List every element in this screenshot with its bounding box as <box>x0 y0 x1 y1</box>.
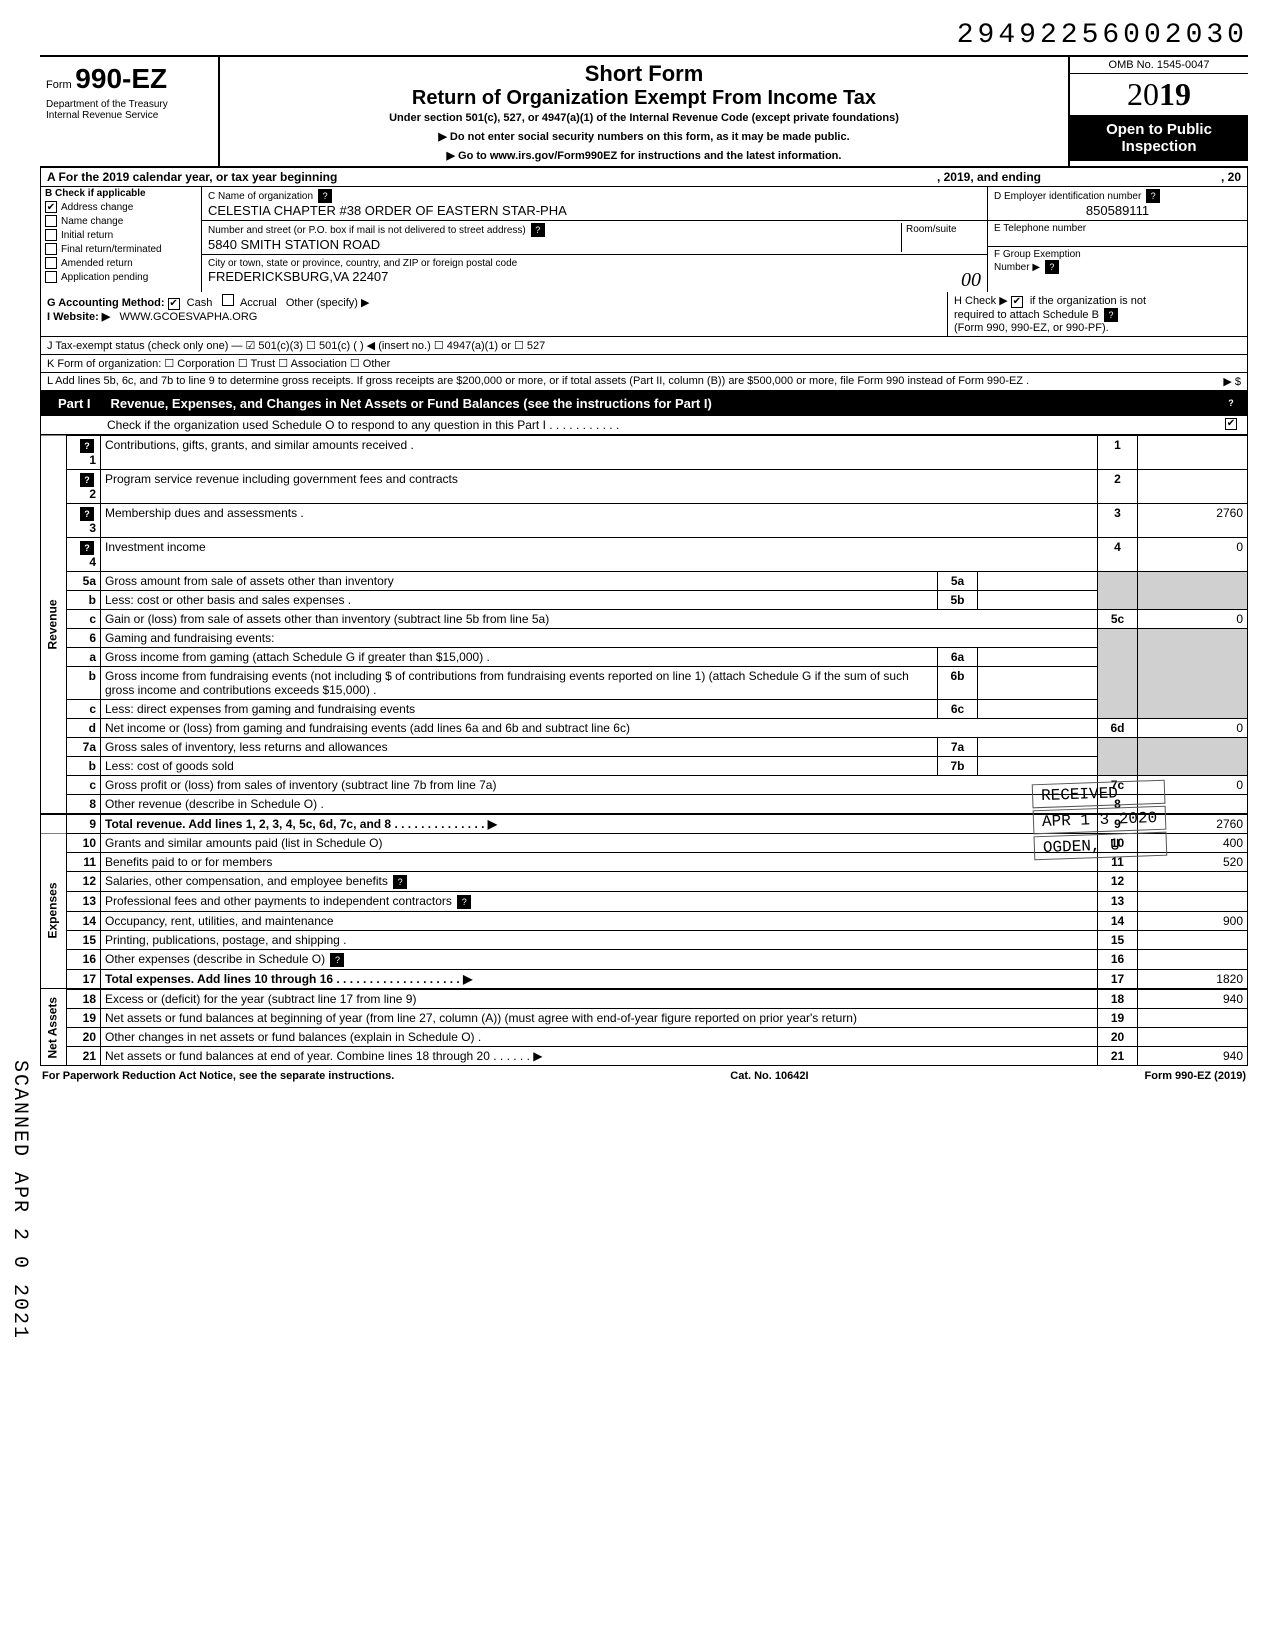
instr-goto: Go to www.irs.gov/Form990EZ for instruct… <box>228 149 1060 162</box>
col-c: C Name of organization ? CELESTIA CHAPTE… <box>201 187 987 292</box>
title-short-form: Short Form <box>228 61 1060 87</box>
row-g-i-h: G Accounting Method: ✔ Cash Accrual Othe… <box>40 292 1248 337</box>
scanned-stamp: SCANNED APR 2 0 2021 <box>8 1060 31 1340</box>
org-city: FREDERICKSBURG,VA 22407 <box>208 269 388 284</box>
footer-right: Form 990-EZ (2019) <box>1145 1070 1246 1082</box>
tax-year: 2019 <box>1070 74 1248 115</box>
chk-accrual[interactable] <box>222 294 234 306</box>
website-value: WWW.GCOESVAPHA.ORG <box>119 311 257 323</box>
chk-app-pending[interactable]: Application pending <box>41 270 201 284</box>
f-label: F Group Exemption <box>994 249 1081 260</box>
form-prefix: Form <box>46 79 72 91</box>
chk-initial-return[interactable]: Initial return <box>41 228 201 242</box>
c-name-label: C Name of organization <box>208 191 313 202</box>
chk-schedule-b[interactable]: ✔ <box>1011 296 1023 308</box>
instr-ssn: Do not enter social security numbers on … <box>228 130 1060 143</box>
org-name: CELESTIA CHAPTER #38 ORDER OF EASTERN ST… <box>208 203 567 218</box>
chk-schedule-o[interactable]: ✔ <box>1225 418 1237 430</box>
part1-header: Part I Revenue, Expenses, and Changes in… <box>40 391 1248 416</box>
part1-title: Revenue, Expenses, and Changes in Net As… <box>111 396 1222 411</box>
c-city-label: City or town, state or province, country… <box>208 258 517 269</box>
title-under: Under section 501(c), 527, or 4947(a)(1)… <box>228 112 1060 124</box>
form-number: 990-EZ <box>75 63 167 94</box>
help-icon[interactable]: ? <box>531 223 545 237</box>
part1-label: Part I <box>48 394 101 413</box>
chk-name-change[interactable]: Name change <box>41 214 201 228</box>
form-header: Form 990-EZ Department of the Treasury I… <box>40 55 1248 168</box>
help-icon[interactable]: ? <box>318 189 332 203</box>
section-bcde: B Check if applicable ✔Address change Na… <box>40 187 1248 292</box>
col-b: B Check if applicable ✔Address change Na… <box>41 187 201 292</box>
side-net-assets: Net Assets <box>41 989 67 1066</box>
help-icon[interactable]: ? <box>1104 308 1118 322</box>
open-to-public: Open to PublicInspection <box>1070 115 1248 161</box>
org-street: 5840 SMITH STATION ROAD <box>208 237 380 252</box>
row-k: K Form of organization: ☐ Corporation ☐ … <box>40 355 1248 373</box>
dln-code: 29492256002030 <box>40 20 1248 51</box>
lines-table: Revenue ? 1 Contributions, gifts, grants… <box>40 435 1248 1066</box>
help-icon[interactable]: ? <box>1146 189 1160 203</box>
col-de: D Employer identification number ? 85058… <box>987 187 1247 292</box>
footer-mid: Cat. No. 10642I <box>730 1070 808 1082</box>
help-icon[interactable]: ? <box>1045 260 1059 274</box>
room-label: Room/suite <box>906 224 957 235</box>
help-icon[interactable]: ? <box>1224 396 1238 410</box>
c-street-label: Number and street (or P.O. box if mail i… <box>208 225 526 236</box>
row-j: J Tax-exempt status (check only one) — ☑… <box>40 337 1248 355</box>
omb-number: OMB No. 1545-0047 <box>1070 57 1248 74</box>
chk-final-return[interactable]: Final return/terminated <box>41 242 201 256</box>
chk-cash[interactable]: ✔ <box>168 298 180 310</box>
col-b-label: B Check if applicable <box>41 187 201 200</box>
g-label: G Accounting Method: <box>47 297 165 309</box>
f-label2: Number ▶ <box>994 262 1040 273</box>
footer-left: For Paperwork Reduction Act Notice, see … <box>42 1070 394 1082</box>
handwritten-00: 00 <box>961 269 981 292</box>
treasury-seal: Department of the Treasury Internal Reve… <box>46 99 212 121</box>
e-label: E Telephone number <box>994 223 1086 234</box>
i-label: I Website: ▶ <box>47 311 110 323</box>
side-expenses: Expenses <box>41 833 67 989</box>
chk-address-change[interactable]: ✔Address change <box>41 200 201 214</box>
d-label: D Employer identification number <box>994 191 1141 202</box>
side-revenue: Revenue <box>41 435 67 814</box>
part1-check-line: Check if the organization used Schedule … <box>40 416 1248 435</box>
received-stamp: RECEIVED APR 1 3 2020 OGDEN, U <box>1029 778 1169 863</box>
title-return: Return of Organization Exempt From Incom… <box>228 87 1060 110</box>
page-footer: For Paperwork Reduction Act Notice, see … <box>40 1066 1248 1086</box>
chk-amended[interactable]: Amended return <box>41 256 201 270</box>
row-l: L Add lines 5b, 6c, and 7b to line 9 to … <box>40 373 1248 391</box>
ein-value: 850589111 <box>994 203 1241 218</box>
row-a: A For the 2019 calendar year, or tax yea… <box>40 168 1248 187</box>
